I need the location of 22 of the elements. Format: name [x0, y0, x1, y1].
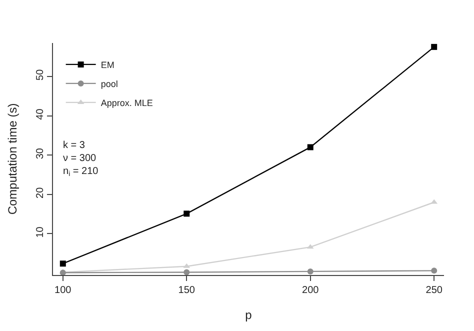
y-tick-label: 20: [35, 186, 46, 198]
y-axis-title: Computation time (s): [5, 103, 20, 215]
point: [307, 268, 314, 274]
point: [307, 144, 314, 150]
y-tick-label: 50: [35, 68, 46, 80]
y-tick-label: 30: [35, 148, 46, 160]
y-tick-label: 40: [35, 108, 46, 120]
point: [431, 268, 438, 274]
y-tick-label: 10: [35, 226, 46, 238]
point: [60, 260, 66, 267]
x-tick-label: 100: [54, 285, 72, 296]
point: [184, 210, 190, 217]
x-tick-label: 200: [302, 285, 320, 296]
point: [431, 44, 438, 50]
legend-label: pool: [100, 78, 118, 89]
legend-label: EM: [100, 60, 114, 70]
x-tick-label: 150: [178, 285, 196, 296]
legend-label: Approx. MLE: [100, 98, 153, 108]
annotation: k = 3 ν = 300 n$_{i}$ = 210: [63, 140, 99, 178]
point: [184, 269, 190, 275]
x-axis-title: p: [245, 308, 252, 322]
x-tick-label: 250: [426, 285, 443, 296]
